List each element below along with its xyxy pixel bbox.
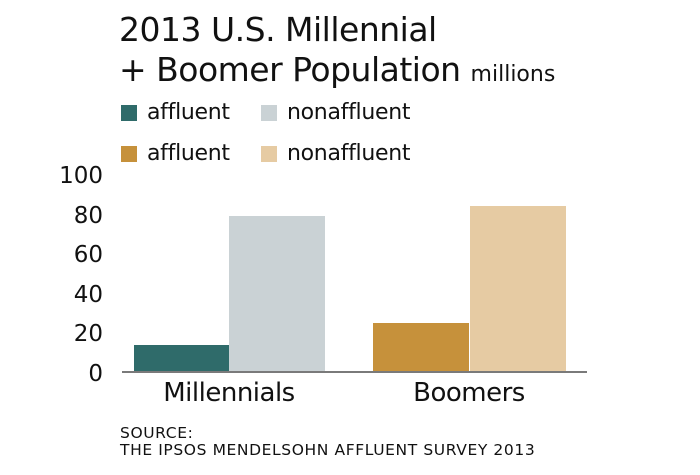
legend-item-millennials-affluent: affluent: [121, 100, 230, 125]
bar-boomers-nonaffluent: [470, 206, 566, 372]
legend-label: affluent: [147, 141, 230, 166]
legend-item-boomers-nonaffluent: nonaffluent: [261, 141, 410, 166]
x-label-boomers: Boomers: [413, 378, 525, 408]
legend-label: nonaffluent: [287, 100, 411, 125]
bar-boomers-affluent: [373, 323, 469, 372]
y-tick-80: 80: [73, 203, 103, 229]
y-tick-100: 100: [59, 163, 103, 189]
legend-item-millennials-nonaffluent: nonaffluent: [261, 100, 410, 125]
legend-swatch: [121, 104, 137, 121]
source-text: THE IPSOS MENDELSOHN AFFLUENT SURVEY 201…: [120, 441, 536, 459]
legend-label: affluent: [147, 100, 230, 125]
title-unit: millions: [470, 62, 556, 87]
title-line-1: 2013 U.S. Millennial: [119, 10, 437, 49]
legend-swatch: [261, 145, 277, 162]
bar-millennials-affluent: [134, 345, 229, 372]
legend-label: nonaffluent: [287, 141, 411, 166]
y-tick-20: 20: [73, 321, 103, 347]
x-label-millennials: Millennials: [163, 378, 295, 408]
legend-item-boomers-affluent: affluent: [121, 141, 230, 166]
title-line-2: + Boomer Population millions: [119, 50, 556, 89]
y-tick-60: 60: [73, 242, 103, 268]
source-note: SOURCE: THE IPSOS MENDELSOHN AFFLUENT SU…: [120, 425, 535, 459]
bar-millennials-nonaffluent: [229, 216, 325, 372]
y-tick-0: 0: [88, 361, 103, 387]
x-axis-line: [122, 371, 587, 373]
source-label: SOURCE:: [120, 424, 194, 442]
legend-swatch: [261, 104, 277, 121]
legend-swatch: [121, 145, 137, 162]
chart-title: 2013 U.S. Millennial + Boomer Population…: [119, 10, 555, 95]
y-tick-40: 40: [73, 282, 103, 308]
